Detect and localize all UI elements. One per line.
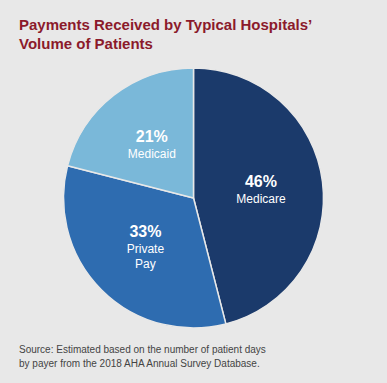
svg-text:33%: 33% (129, 223, 161, 240)
svg-text:Volume of Patients: Volume of Patients (19, 35, 153, 52)
svg-text:Pay: Pay (135, 257, 156, 271)
svg-text:by payer from the 2018 AHA Ann: by payer from the 2018 AHA Annual Survey… (19, 358, 260, 369)
svg-text:46%: 46% (245, 173, 277, 190)
svg-text:21%: 21% (136, 128, 168, 145)
svg-text:Medicare: Medicare (236, 192, 286, 206)
svg-text:Medicaid: Medicaid (128, 147, 176, 161)
svg-text:Payments Received by Typical H: Payments Received by Typical Hospitals’ (19, 16, 312, 33)
svg-text:Source: Estimated based on the: Source: Estimated based on the number of… (19, 344, 266, 355)
svg-text:Private: Private (127, 242, 165, 256)
